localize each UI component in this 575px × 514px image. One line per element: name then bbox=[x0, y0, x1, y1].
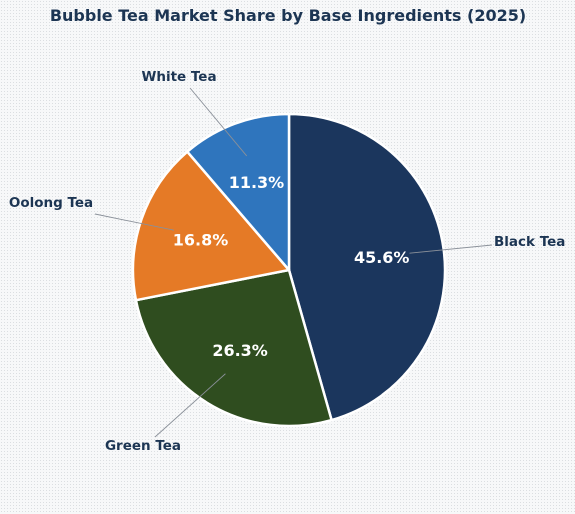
category-label-oolong-tea: Oolong Tea bbox=[9, 195, 93, 211]
value-label-black-tea: 45.6% bbox=[354, 248, 410, 267]
leader-line-black-tea bbox=[409, 244, 493, 254]
value-label-green-tea: 26.3% bbox=[212, 341, 268, 360]
leader-line-white-tea bbox=[189, 87, 248, 157]
pie-slices bbox=[131, 112, 447, 428]
value-label-white-tea: 11.3% bbox=[229, 173, 285, 192]
slice-white-tea bbox=[186, 112, 291, 272]
value-label-oolong-tea: 16.8% bbox=[173, 230, 229, 249]
chart-title: Bubble Tea Market Share by Base Ingredie… bbox=[50, 6, 526, 25]
category-label-green-tea: Green Tea bbox=[105, 438, 181, 454]
category-label-white-tea: White Tea bbox=[141, 69, 216, 85]
slice-black-tea bbox=[287, 112, 447, 422]
leader-line-oolong-tea bbox=[94, 213, 175, 231]
slice-labels: 45.6% Black Tea 26.3% Green Tea 16.8% Oolong … bbox=[9, 69, 566, 454]
slice-oolong-tea bbox=[131, 150, 291, 302]
slice-green-tea bbox=[134, 268, 333, 428]
leader-lines bbox=[94, 87, 493, 438]
leader-line-green-tea bbox=[154, 373, 226, 438]
category-label-black-tea: Black Tea bbox=[494, 234, 565, 250]
